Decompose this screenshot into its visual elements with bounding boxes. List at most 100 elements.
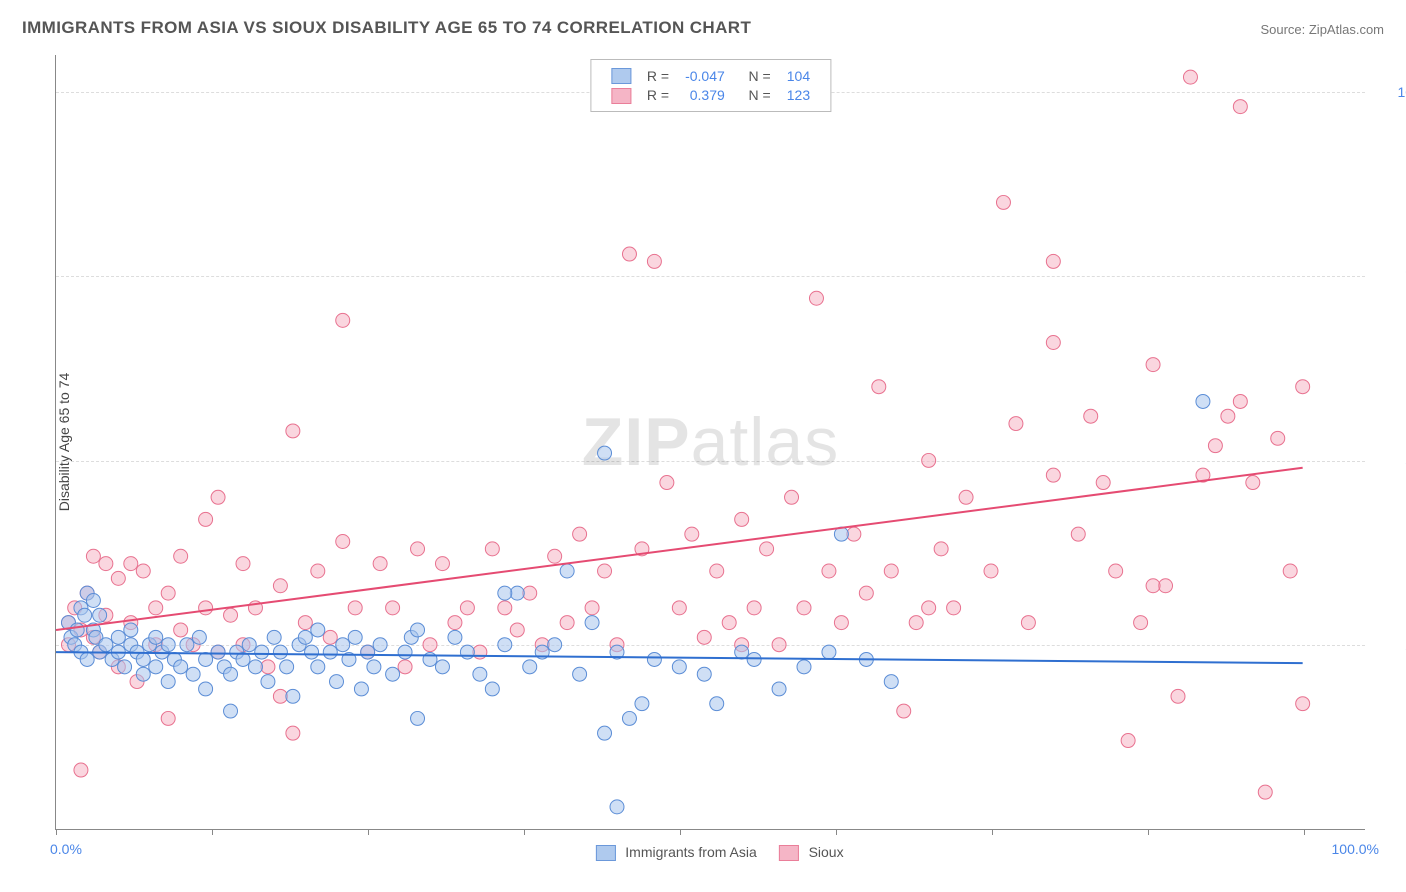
data-point (859, 586, 873, 600)
data-point (111, 571, 125, 585)
x-tick (1304, 829, 1305, 835)
data-point (149, 660, 163, 674)
data-point (180, 638, 194, 652)
series-legend: Immigrants from Asia Sioux (577, 844, 843, 861)
data-point (267, 630, 281, 644)
data-point (647, 254, 661, 268)
legend-row-series-1: R = 0.379 N = 123 (603, 85, 818, 104)
data-point (485, 682, 499, 696)
data-point (323, 630, 337, 644)
correlation-legend: R = -0.047 N = 104 R = 0.379 N = 123 (590, 59, 831, 112)
data-point (872, 380, 886, 394)
data-point (560, 616, 574, 630)
data-point (1121, 734, 1135, 748)
x-axis-max-label: 100.0% (1332, 841, 1379, 857)
data-point (199, 652, 213, 666)
data-point (386, 667, 400, 681)
data-point (423, 638, 437, 652)
data-point (984, 564, 998, 578)
data-point (460, 645, 474, 659)
data-point (996, 195, 1010, 209)
data-point (224, 704, 238, 718)
data-point (710, 564, 724, 578)
data-point (473, 645, 487, 659)
data-point (149, 630, 163, 644)
data-point (1084, 409, 1098, 423)
data-point (598, 726, 612, 740)
chart-title: IMMIGRANTS FROM ASIA VS SIOUX DISABILITY… (22, 18, 751, 38)
data-point (411, 542, 425, 556)
x-tick (524, 829, 525, 835)
data-point (809, 291, 823, 305)
data-point (1109, 564, 1123, 578)
data-point (211, 645, 225, 659)
data-point (1233, 100, 1247, 114)
data-point (760, 542, 774, 556)
data-point (1046, 468, 1060, 482)
data-point (672, 601, 686, 615)
x-tick (992, 829, 993, 835)
data-point (80, 652, 94, 666)
data-point (192, 630, 206, 644)
data-point (161, 711, 175, 725)
data-point (435, 660, 449, 674)
legend-swatch-1 (611, 88, 631, 104)
data-point (311, 623, 325, 637)
legend-n-1: 123 (779, 85, 818, 104)
data-point (161, 675, 175, 689)
data-point (1046, 254, 1060, 268)
data-point (1146, 579, 1160, 593)
data-point (361, 645, 375, 659)
data-point (884, 564, 898, 578)
source-attribution: Source: ZipAtlas.com (1260, 22, 1384, 37)
data-point (947, 601, 961, 615)
data-point (224, 608, 238, 622)
data-point (822, 564, 836, 578)
data-point (386, 601, 400, 615)
data-point (510, 586, 524, 600)
data-point (199, 512, 213, 526)
data-point (336, 638, 350, 652)
data-point (1283, 564, 1297, 578)
data-point (697, 667, 711, 681)
data-point (273, 645, 287, 659)
legend-bottom-label-0: Immigrants from Asia (625, 844, 756, 860)
data-point (70, 623, 84, 637)
data-point (747, 652, 761, 666)
y-tick-label: 25.0% (1373, 637, 1406, 653)
data-point (93, 608, 107, 622)
data-point (622, 247, 636, 261)
data-point (822, 645, 836, 659)
data-point (124, 623, 138, 637)
data-point (273, 689, 287, 703)
y-tick-label: 50.0% (1373, 453, 1406, 469)
data-point (598, 446, 612, 460)
data-point (435, 557, 449, 571)
data-point (286, 726, 300, 740)
legend-bottom-swatch-1 (779, 845, 799, 861)
data-point (124, 557, 138, 571)
legend-n-0: 104 (779, 66, 818, 85)
data-point (523, 586, 537, 600)
data-point (834, 616, 848, 630)
data-point (373, 557, 387, 571)
data-point (1009, 417, 1023, 431)
data-point (922, 601, 936, 615)
data-point (710, 697, 724, 711)
data-point (1146, 358, 1160, 372)
data-point (647, 652, 661, 666)
data-point (367, 660, 381, 674)
data-point (348, 601, 362, 615)
data-point (1021, 616, 1035, 630)
x-axis-min-label: 0.0% (50, 841, 82, 857)
data-point (261, 675, 275, 689)
data-point (772, 638, 786, 652)
data-point (610, 800, 624, 814)
x-tick (368, 829, 369, 835)
data-point (373, 638, 387, 652)
data-point (298, 630, 312, 644)
data-point (211, 490, 225, 504)
x-tick (680, 829, 681, 835)
data-point (934, 542, 948, 556)
y-tick-label: 75.0% (1373, 268, 1406, 284)
